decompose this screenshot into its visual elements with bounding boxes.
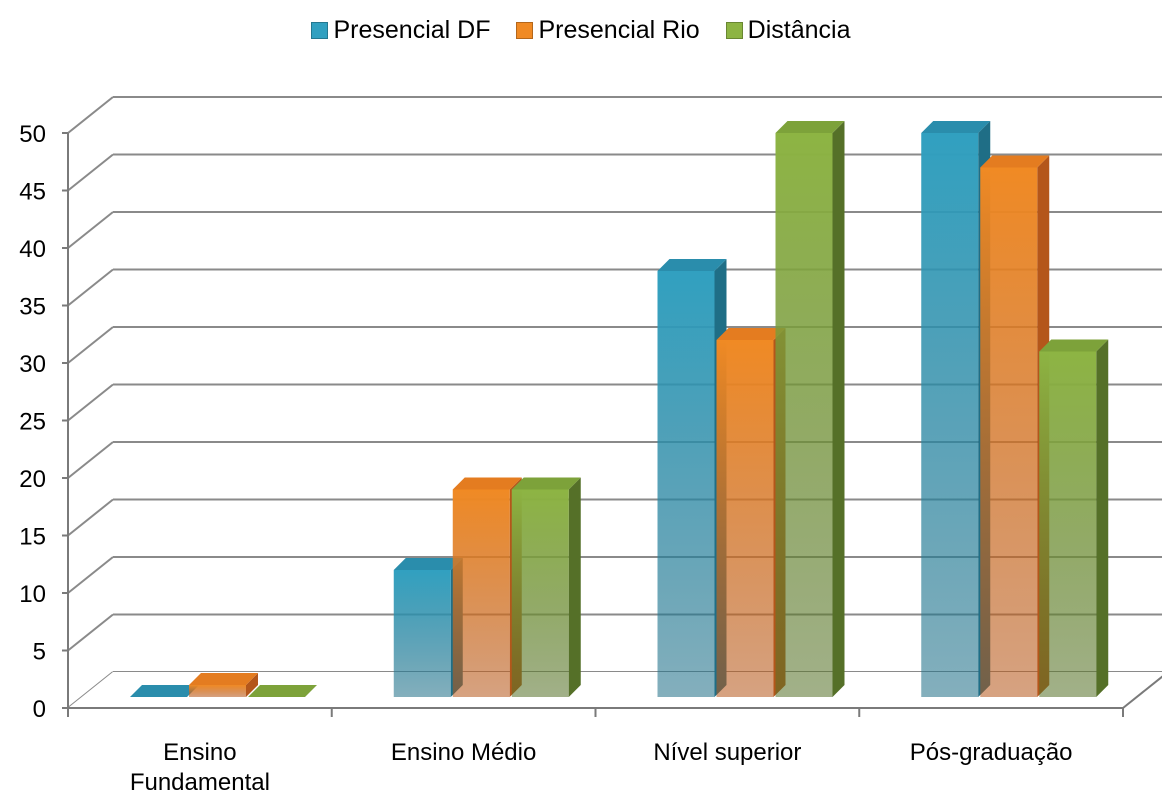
y-tick-label: 25 [19, 409, 46, 436]
gridline-depth [67, 383, 114, 422]
gridline-depth [67, 498, 114, 537]
gridline-depth [67, 96, 114, 134]
bar-top [248, 685, 317, 697]
bar-top [921, 121, 991, 133]
legend-swatch [311, 21, 329, 39]
bar [980, 167, 1038, 697]
y-tick-label: 10 [19, 581, 46, 608]
legend-item: Presencial DF [311, 16, 490, 45]
legend-item: Presencial Rio [516, 15, 700, 45]
x-tick-label: Fundamental [130, 769, 270, 790]
legend-label: Distância [747, 15, 851, 44]
bar-top [452, 477, 522, 490]
bar-side [832, 121, 845, 697]
bar-top [511, 477, 581, 490]
gridline-depth [67, 211, 114, 249]
y-tick-label: 50 [19, 121, 46, 148]
x-tick-label: Pós-graduação [910, 739, 1073, 766]
bar-top [716, 328, 786, 340]
bar [1039, 351, 1097, 697]
chart-floor [68, 672, 1162, 708]
y-tick-label: 40 [19, 236, 46, 263]
y-tick-label: 15 [19, 524, 46, 551]
y-tick-label: 5 [33, 639, 46, 666]
bar-top [393, 558, 463, 570]
bars [130, 121, 1109, 697]
x-tick-label: Ensino [163, 739, 236, 766]
y-tick-label: 30 [19, 351, 46, 378]
bar-top [775, 121, 845, 133]
bar [775, 133, 833, 697]
x-axis-depth [1122, 675, 1162, 709]
bar [393, 570, 451, 697]
bar-top [657, 259, 727, 271]
gridline-depth [67, 613, 114, 652]
y-tick-label: 20 [19, 466, 46, 493]
legend-item: Distância [725, 15, 851, 45]
legend-swatch [725, 21, 743, 39]
y-tick-label: 0 [33, 696, 46, 723]
gridline-depth [67, 441, 114, 479]
legend-swatch [516, 21, 534, 39]
bar-top [130, 685, 199, 697]
bar [921, 133, 979, 697]
bar [716, 340, 774, 697]
bar-top [980, 155, 1050, 168]
bar [511, 489, 569, 697]
gridline-depth [67, 326, 114, 364]
bar [189, 685, 246, 697]
bar-side [246, 673, 258, 697]
bar-side [1096, 339, 1109, 697]
y-tick-label: 35 [19, 294, 46, 321]
bar [452, 489, 510, 697]
x-tick-label: Nível superior [653, 739, 801, 766]
gridline-depth [67, 556, 114, 594]
bar [657, 271, 715, 697]
x-tick-label: Ensino Médio [391, 739, 536, 766]
bar-top [189, 673, 258, 685]
legend-label: Presencial DF [333, 15, 491, 44]
gridline-depth [67, 153, 114, 192]
chart-legend: Presencial DF Presencial Rio Distância [0, 14, 1162, 46]
gridline-depth [67, 268, 114, 307]
legend-label: Presencial Rio [538, 15, 700, 44]
bar-side [568, 477, 581, 697]
bar-top [1039, 339, 1109, 352]
y-tick-label: 45 [19, 179, 46, 206]
